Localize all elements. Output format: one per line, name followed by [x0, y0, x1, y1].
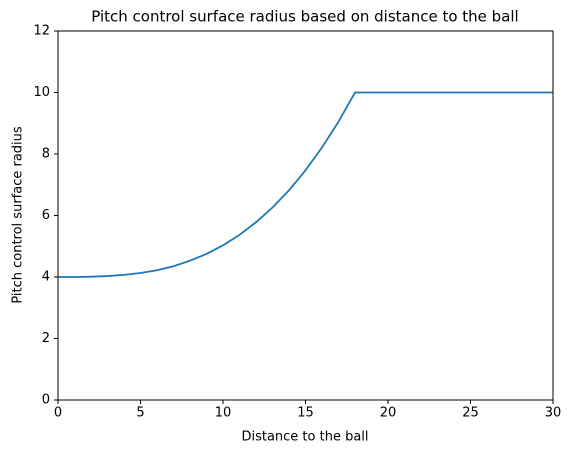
y-axis-label: Pitch control surface radius [11, 126, 26, 304]
x-tick-label: 30 [545, 406, 562, 421]
chart-title: Pitch control surface radius based on di… [91, 8, 518, 26]
line [58, 91, 553, 278]
y-tick-label: 6 [42, 208, 50, 223]
y-tick-label: 8 [42, 147, 50, 162]
x-tick-label: 10 [215, 406, 232, 421]
y-tick-label: 10 [33, 85, 50, 100]
y-tick-label: 4 [42, 270, 50, 285]
y-tick-label: 0 [42, 393, 50, 408]
y-tick-label: 12 [33, 24, 50, 39]
x-tick-label: 0 [54, 406, 62, 421]
y-tick-label: 2 [42, 331, 50, 346]
x-tick-label: 25 [462, 406, 479, 421]
x-tick-label: 15 [297, 406, 314, 421]
x-tick-label: 5 [136, 406, 144, 421]
x-axis-label: Distance to the ball [241, 430, 368, 445]
plot-frame [57, 30, 554, 401]
x-tick-label: 20 [380, 406, 397, 421]
